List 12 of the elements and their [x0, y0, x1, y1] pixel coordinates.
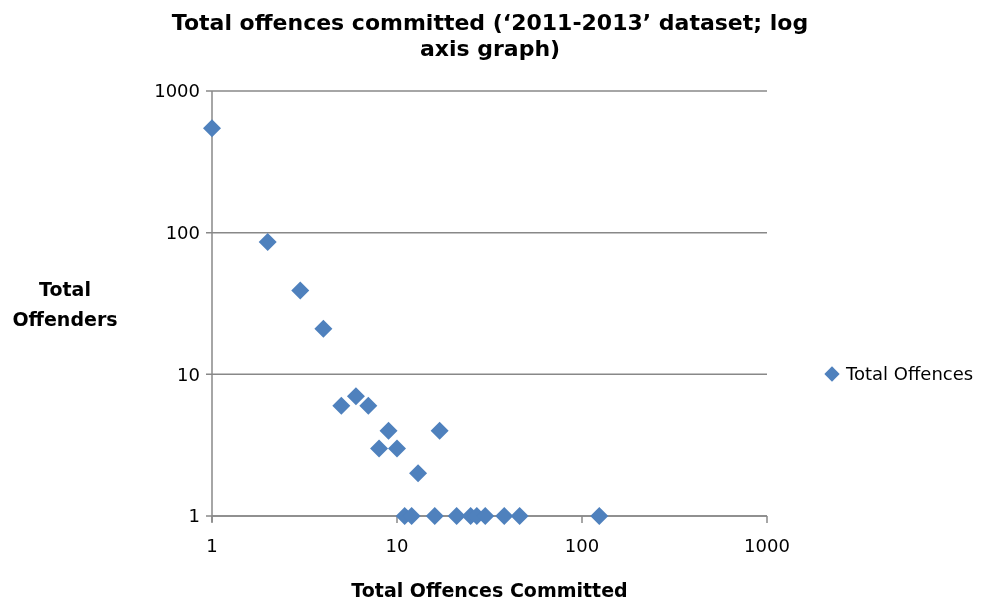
x-axis-title: Total Offences Committed — [351, 579, 628, 601]
y-tick-label: 1 — [188, 505, 200, 527]
x-tick-label: 10 — [385, 535, 409, 556]
x-tick-label: 1000 — [744, 535, 790, 556]
legend-label: Total Offences — [845, 363, 974, 385]
chart-title: Total offences committed (‘2011-2013’ dataset; log axis graph) — [171, 10, 809, 61]
y-tick-label: 100 — [165, 221, 200, 243]
x-tick-label: 100 — [564, 535, 600, 556]
x-tick-label: 1 — [206, 535, 218, 556]
y-axis-title: Total Offenders — [12, 278, 118, 330]
y-tick-label: 10 — [177, 363, 200, 385]
y-tick-label: 1000 — [154, 80, 200, 102]
